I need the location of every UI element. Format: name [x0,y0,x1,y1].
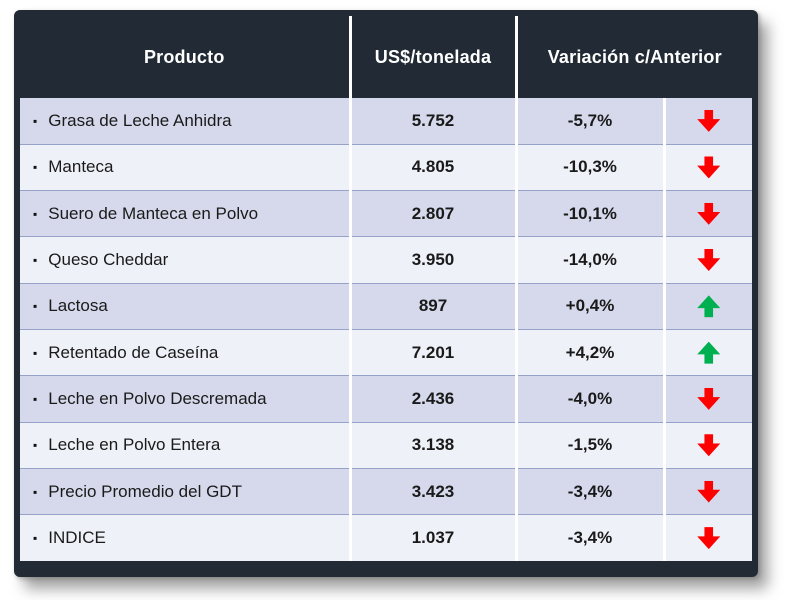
arrow-up-icon [697,295,721,318]
product-name: Grasa de Leche Anhidra [48,110,232,130]
variation-cell: -3,4% [514,514,664,561]
bullet-square-icon: ▪ [33,484,38,499]
arrow-down-icon [697,249,721,272]
product-cell: ▪ Suero de Manteca en Polvo [20,190,350,237]
product-cell: ▪ Leche en Polvo Descremada [20,375,350,423]
product-name: Suero de Manteca en Polvo [48,203,259,223]
bullet-square-icon: ▪ [33,531,38,546]
variation-cell: +4,2% [514,328,664,376]
table-body: ▪ Grasa de Leche Anhidra 5.752 -5,7% ▪ Mantec… [20,98,752,561]
price-cell: 897 [348,282,516,330]
product-cell: ▪ Precio Promedio del GDT [20,467,350,515]
table-row: ▪ Retentado de Caseína 7.201 +4,2% [20,328,752,376]
bullet-square-icon: ▪ [33,160,38,175]
trend-cell [662,421,752,469]
variation-cell: -1,5% [514,421,664,469]
variation-cell: -5,7% [514,98,664,145]
price-cell: 3.138 [348,421,516,469]
column-header-producto: Producto [20,16,350,98]
bullet-square-icon: ▪ [33,253,38,268]
trend-cell [662,236,752,284]
trend-cell [662,375,752,423]
price-cell: 5.752 [348,98,516,145]
variation-cell: -10,3% [514,143,664,191]
price-cell: 7.201 [348,328,516,376]
arrow-down-icon [697,156,721,179]
price-cell: 1.037 [348,514,516,561]
product-cell: ▪ Queso Cheddar [20,236,350,284]
product-name: Lactosa [48,296,108,316]
product-name: Leche en Polvo Descremada [48,388,267,408]
bullet-square-icon: ▪ [33,206,38,221]
trend-cell [662,328,752,376]
product-name: Precio Promedio del GDT [48,481,242,501]
trend-cell [662,98,752,145]
product-cell: ▪ Leche en Polvo Entera [20,421,350,469]
arrow-down-icon [697,480,721,503]
arrow-down-icon [697,202,721,225]
arrow-up-icon [697,341,721,364]
table-row: ▪ Queso Cheddar 3.950 -14,0% [20,236,752,284]
product-cell: ▪ Retentado de Caseína [20,328,350,376]
price-cell: 2.807 [348,190,516,237]
product-cell: ▪ Grasa de Leche Anhidra [20,98,350,145]
price-table-frame: Producto US$/tonelada Variación c/Anteri… [14,10,758,577]
trend-cell [662,143,752,191]
product-name: Leche en Polvo Entera [48,435,221,455]
trend-cell [662,467,752,515]
table-row: ▪ INDICE 1.037 -3,4% [20,514,752,561]
price-cell: 2.436 [348,375,516,423]
table-row: ▪ Manteca 4.805 -10,3% [20,143,752,191]
table-row: ▪ Leche en Polvo Entera 3.138 -1,5% [20,421,752,469]
bullet-square-icon: ▪ [33,438,38,453]
bullet-square-icon: ▪ [33,345,38,360]
column-header-precio: US$/tonelada [348,16,516,98]
arrow-down-icon [697,434,721,457]
trend-cell [662,282,752,330]
arrow-down-icon [697,387,721,410]
trend-cell [662,514,752,561]
gdt-price-table: Producto US$/tonelada Variación c/Anteri… [20,16,752,561]
variation-cell: -4,0% [514,375,664,423]
variation-cell: -3,4% [514,467,664,515]
table-row: ▪ Precio Promedio del GDT 3.423 -3,4% [20,467,752,515]
price-cell: 4.805 [348,143,516,191]
product-cell: ▪ Manteca [20,143,350,191]
product-name: Queso Cheddar [48,250,169,270]
product-cell: ▪ Lactosa [20,282,350,330]
price-cell: 3.423 [348,467,516,515]
table-header: Producto US$/tonelada Variación c/Anteri… [20,16,752,98]
table-row: ▪ Grasa de Leche Anhidra 5.752 -5,7% [20,98,752,145]
product-cell: ▪ INDICE [20,514,350,561]
variation-cell: -14,0% [514,236,664,284]
product-name: Manteca [48,157,114,177]
table-row: ▪ Suero de Manteca en Polvo 2.807 -10,1% [20,190,752,237]
header-row: Producto US$/tonelada Variación c/Anteri… [20,16,752,98]
bullet-square-icon: ▪ [33,299,38,314]
arrow-down-icon [697,109,721,132]
variation-cell: -10,1% [514,190,664,237]
price-cell: 3.950 [348,236,516,284]
table-row: ▪ Leche en Polvo Descremada 2.436 -4,0% [20,375,752,423]
product-name: Retentado de Caseína [48,342,219,362]
variation-cell: +0,4% [514,282,664,330]
arrow-down-icon [697,527,721,550]
column-header-variacion: Variación c/Anterior [514,16,752,98]
table-row: ▪ Lactosa 897 +0,4% [20,282,752,330]
trend-cell [662,190,752,237]
bullet-square-icon: ▪ [33,391,38,406]
bullet-square-icon: ▪ [33,113,38,128]
product-name: INDICE [48,528,106,548]
